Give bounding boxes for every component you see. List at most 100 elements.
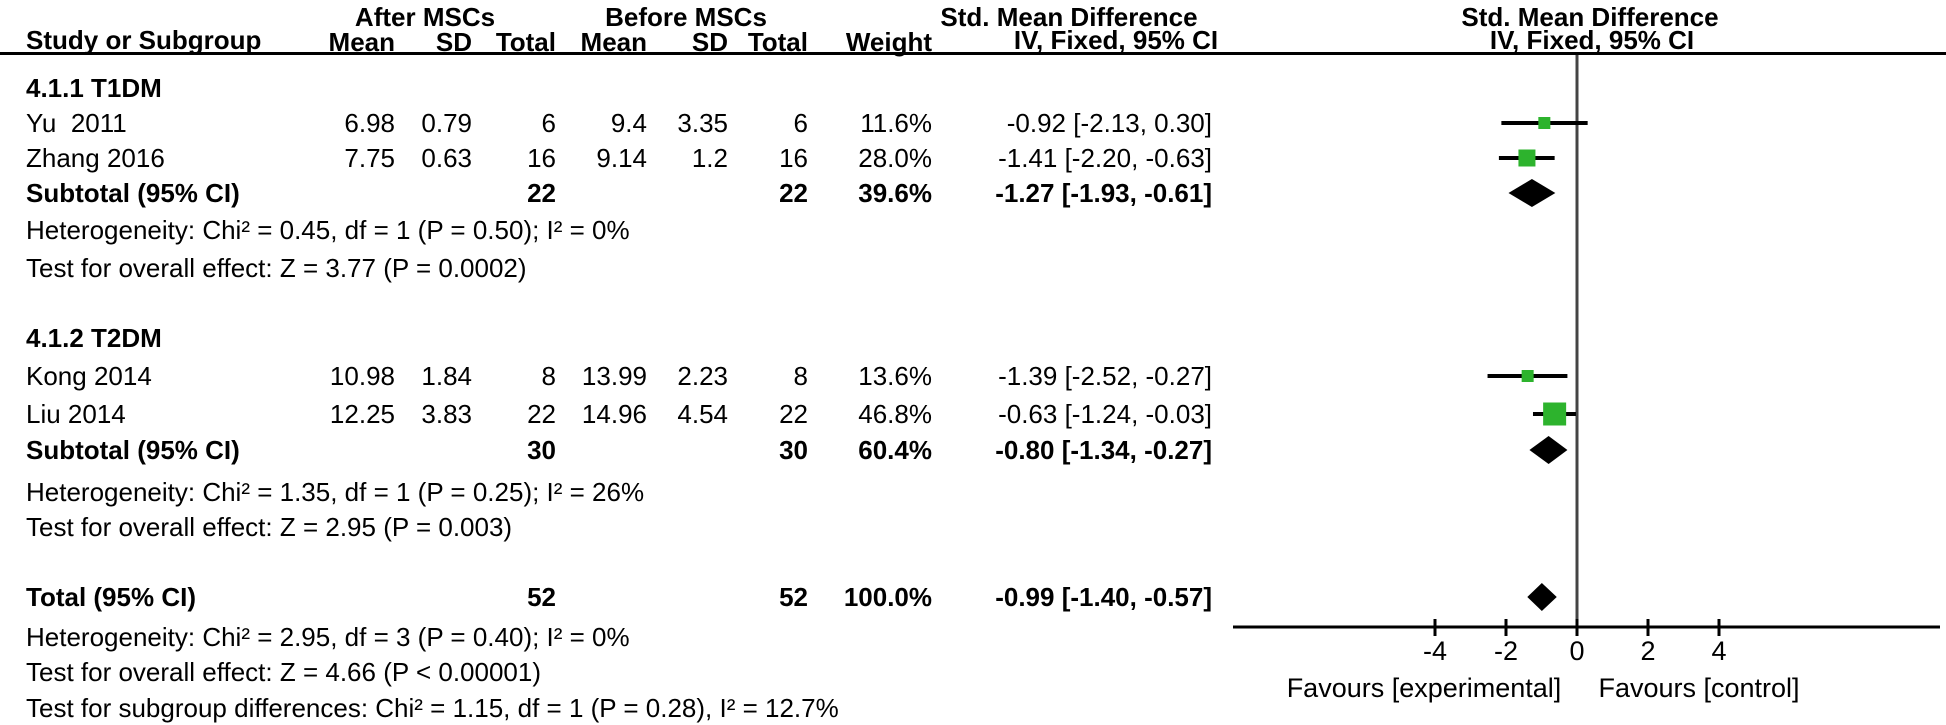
forest-row-note: Heterogeneity: Chi² = 2.95, df = 3 (P = … <box>0 620 1232 655</box>
study-label: Zhang 2016 <box>26 143 165 173</box>
cell-ci: -1.41 [-2.20, -0.63] <box>998 143 1212 173</box>
cell-ci: -0.92 [-2.13, 0.30] <box>1006 108 1212 138</box>
cell-ci: -0.99 [-1.40, -0.57] <box>995 582 1212 612</box>
header-group-before: Before MSCs <box>605 2 767 32</box>
cell-total1: 22 <box>527 399 556 429</box>
axis-tick-label: 4 <box>1711 636 1726 666</box>
study-label: 4.1.1 T1DM <box>26 73 162 103</box>
cell-weight: 13.6% <box>858 361 932 391</box>
study-label: Subtotal (95% CI) <box>26 178 240 208</box>
stat-note: Test for overall effect: Z = 2.95 (P = 0… <box>26 512 513 542</box>
stat-note: Heterogeneity: Chi² = 1.35, df = 1 (P = … <box>26 477 645 507</box>
subtotal-diamond <box>1508 179 1556 207</box>
cell-total1: 6 <box>541 108 556 138</box>
cell-ci: -0.80 [-1.34, -0.27] <box>995 435 1212 465</box>
cell-weight: 28.0% <box>858 143 932 173</box>
study-label: Yu 2011 <box>26 108 127 138</box>
cell-mean2: 13.99 <box>581 361 647 391</box>
cell-mean1: 6.98 <box>344 108 395 138</box>
study-label: Subtotal (95% CI) <box>26 435 240 465</box>
forest-row-subtotal: Subtotal (95% CI) 30 30 60.4% -0.80 [-1.34, … <box>0 433 1232 468</box>
header-smd-plot: Std. Mean Difference <box>1461 2 1719 32</box>
cell-total1: 16 <box>527 143 556 173</box>
header-rule <box>0 52 1946 55</box>
cell-total2: 8 <box>793 361 808 391</box>
cell-total1: 8 <box>541 361 556 391</box>
header-study-or-subgroup: Study or Subgroup <box>26 25 262 55</box>
effect-square <box>1521 370 1534 382</box>
cell-total1: 52 <box>527 582 556 612</box>
cell-sd1: 3.83 <box>421 399 472 429</box>
cell-weight: 46.8% <box>858 399 932 429</box>
subtotal-diamond <box>1529 436 1568 464</box>
axis-tick-label: 2 <box>1640 636 1655 666</box>
header-ci-numeric: IV, Fixed, 95% CI <box>1013 25 1219 55</box>
study-label: 4.1.2 T2DM <box>26 323 162 353</box>
cell-sd2: 2.23 <box>677 361 728 391</box>
forest-row-note: Heterogeneity: Chi² = 1.35, df = 1 (P = … <box>0 475 1232 510</box>
cell-mean2: 9.4 <box>610 108 647 138</box>
cell-total2: 6 <box>793 108 808 138</box>
effect-square <box>1543 402 1567 426</box>
cell-weight: 11.6% <box>860 108 932 138</box>
cell-mean1: 10.98 <box>329 361 395 391</box>
cell-total2: 22 <box>779 399 808 429</box>
total-diamond <box>1527 583 1557 611</box>
header-ci-plot: IV, Fixed, 95% CI <box>1489 25 1695 55</box>
cell-ci: -1.27 [-1.93, -0.61] <box>995 178 1212 208</box>
cell-mean1: 12.25 <box>329 399 395 429</box>
stat-note: Heterogeneity: Chi² = 2.95, df = 3 (P = … <box>26 622 630 652</box>
cell-total2: 30 <box>779 435 808 465</box>
forest-row-note: Test for overall effect: Z = 4.66 (P < 0… <box>0 655 1232 690</box>
forest-row-study: Kong 2014 10.98 1.84 8 13.99 2.23 8 13.6% -1.39 … <box>0 359 1232 394</box>
cell-sd2: 3.35 <box>677 108 728 138</box>
axis-tick-label: 0 <box>1569 636 1584 666</box>
stat-note: Heterogeneity: Chi² = 0.45, df = 1 (P = … <box>26 215 630 245</box>
cell-sd2: 4.54 <box>677 399 728 429</box>
effect-square <box>1538 117 1551 129</box>
cell-weight: 39.6% <box>858 178 932 208</box>
forest-row-study: Zhang 2016 7.75 0.63 16 9.14 1.2 16 28.0% -1.41 … <box>0 141 1232 176</box>
favours-left-label: Favours [experimental] <box>1286 673 1562 703</box>
header-smd-numeric: Std. Mean Difference <box>940 2 1198 32</box>
cell-mean2: 9.14 <box>596 143 647 173</box>
header-group-after: After MSCs <box>354 2 496 32</box>
forest-row-subtotal: Subtotal (95% CI) 22 22 39.6% -1.27 [-1.93, … <box>0 176 1232 211</box>
axis-tick-label: -2 <box>1494 636 1518 666</box>
study-label: Total (95% CI) <box>26 582 196 612</box>
cell-ci: -1.39 [-2.52, -0.27] <box>998 361 1212 391</box>
forest-row-note: Test for overall effect: Z = 2.95 (P = 0… <box>0 510 1232 545</box>
cell-total1: 30 <box>527 435 556 465</box>
effect-square <box>1518 149 1536 167</box>
cell-mean2: 14.96 <box>581 399 647 429</box>
stat-note: Test for subgroup differences: Chi² = 1.… <box>26 693 839 723</box>
stat-note: Test for overall effect: Z = 4.66 (P < 0… <box>26 657 541 687</box>
forest-row-note: Test for overall effect: Z = 3.77 (P = 0… <box>0 251 1232 286</box>
cell-weight: 60.4% <box>858 435 932 465</box>
cell-total2: 16 <box>779 143 808 173</box>
cell-total2: 22 <box>779 178 808 208</box>
study-label: Kong 2014 <box>26 361 152 391</box>
forest-row-study: Yu 2011 6.98 0.79 6 9.4 3.35 6 11.6% -0.92 [-2.1… <box>0 106 1232 141</box>
cell-sd1: 1.84 <box>421 361 472 391</box>
favours-right-label: Favours [control] <box>1598 673 1800 703</box>
cell-weight: 100.0% <box>843 582 932 612</box>
cell-total1: 22 <box>527 178 556 208</box>
forest-row-note: Test for subgroup differences: Chi² = 1.… <box>0 691 1232 725</box>
forest-row-total: Total (95% CI) 52 52 100.0% -0.99 [-1.40, -0… <box>0 580 1232 615</box>
study-label: Liu 2014 <box>26 399 126 429</box>
cell-total2: 52 <box>779 582 808 612</box>
forest-row-subgroup: 4.1.2 T2DM <box>0 321 1232 356</box>
forest-row-note: Heterogeneity: Chi² = 0.45, df = 1 (P = … <box>0 213 1232 248</box>
forest-row-subgroup: 4.1.1 T1DM <box>0 71 1232 106</box>
cell-ci: -0.63 [-1.24, -0.03] <box>998 399 1212 429</box>
cell-sd1: 0.63 <box>421 143 472 173</box>
cell-sd1: 0.79 <box>421 108 472 138</box>
forest-row-study: Liu 2014 12.25 3.83 22 14.96 4.54 22 46.8% -0.63… <box>0 397 1232 432</box>
stat-note: Test for overall effect: Z = 3.77 (P = 0… <box>26 253 527 283</box>
cell-mean1: 7.75 <box>344 143 395 173</box>
cell-sd2: 1.2 <box>691 143 728 173</box>
axis-tick-label: -4 <box>1423 636 1447 666</box>
